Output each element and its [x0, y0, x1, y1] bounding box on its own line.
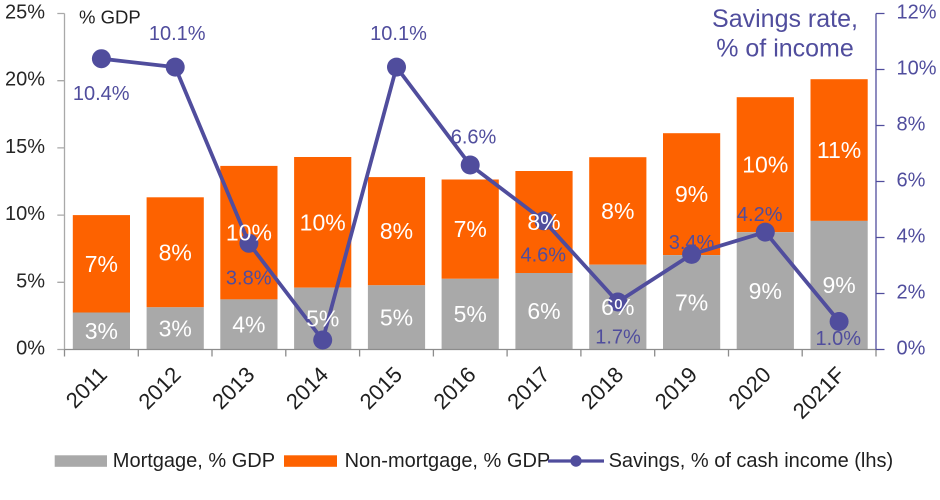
- svg-text:6%: 6%: [601, 294, 634, 320]
- svg-text:4.2%: 4.2%: [737, 204, 783, 226]
- svg-text:Non-mortgage, % GDP: Non-mortgage, % GDP: [345, 450, 551, 472]
- svg-text:20%: 20%: [5, 69, 45, 91]
- svg-text:7%: 7%: [85, 251, 118, 277]
- svg-text:4%: 4%: [232, 311, 265, 337]
- svg-text:1.7%: 1.7%: [595, 327, 641, 349]
- svg-text:12%: 12%: [897, 2, 937, 24]
- svg-text:4.6%: 4.6%: [521, 245, 567, 267]
- svg-text:11%: 11%: [817, 137, 861, 163]
- svg-text:5%: 5%: [380, 304, 413, 330]
- svg-text:3%: 3%: [159, 315, 192, 341]
- svg-text:% of income: % of income: [716, 35, 854, 63]
- svg-text:6%: 6%: [527, 298, 560, 324]
- svg-text:5%: 5%: [454, 301, 487, 327]
- svg-text:3%: 3%: [85, 318, 118, 344]
- svg-text:6.6%: 6.6%: [451, 127, 497, 149]
- svg-text:8%: 8%: [897, 114, 926, 136]
- svg-text:6%: 6%: [897, 170, 926, 192]
- svg-text:5%: 5%: [16, 270, 45, 292]
- svg-text:8%: 8%: [159, 239, 192, 265]
- svg-text:3.8%: 3.8%: [226, 268, 272, 290]
- svg-text:25%: 25%: [5, 2, 45, 24]
- svg-text:10%: 10%: [226, 220, 272, 246]
- svg-text:Savings rate,: Savings rate,: [712, 5, 858, 33]
- svg-text:2%: 2%: [897, 282, 926, 304]
- svg-text:10.4%: 10.4%: [73, 83, 130, 105]
- svg-text:Mortgage, % GDP: Mortgage, % GDP: [113, 450, 275, 472]
- svg-text:10%: 10%: [5, 203, 45, 225]
- svg-text:10.1%: 10.1%: [370, 23, 427, 45]
- svg-text:0%: 0%: [16, 338, 45, 360]
- svg-text:10%: 10%: [742, 152, 788, 178]
- svg-text:15%: 15%: [5, 136, 45, 158]
- svg-text:10%: 10%: [897, 58, 937, 80]
- svg-text:% GDP: % GDP: [79, 7, 141, 28]
- svg-text:9%: 9%: [675, 181, 708, 207]
- svg-text:8%: 8%: [527, 209, 560, 235]
- svg-text:5%: 5%: [306, 306, 339, 332]
- svg-text:7%: 7%: [675, 289, 708, 315]
- svg-text:0%: 0%: [897, 338, 926, 360]
- svg-text:10%: 10%: [300, 209, 346, 235]
- svg-text:7%: 7%: [454, 216, 487, 242]
- svg-text:Savings, % of cash income (lhs: Savings, % of cash income (lhs): [609, 450, 894, 472]
- svg-text:1.0%: 1.0%: [816, 328, 862, 350]
- svg-text:9%: 9%: [822, 272, 855, 298]
- svg-text:4%: 4%: [897, 226, 926, 248]
- svg-text:9%: 9%: [749, 278, 782, 304]
- svg-text:8%: 8%: [601, 198, 634, 224]
- svg-text:3.4%: 3.4%: [669, 232, 715, 254]
- svg-text:10.1%: 10.1%: [149, 23, 206, 45]
- svg-text:8%: 8%: [380, 218, 413, 244]
